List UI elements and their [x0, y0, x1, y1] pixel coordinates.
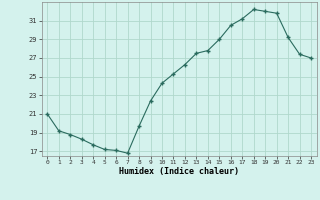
X-axis label: Humidex (Indice chaleur): Humidex (Indice chaleur) [119, 167, 239, 176]
